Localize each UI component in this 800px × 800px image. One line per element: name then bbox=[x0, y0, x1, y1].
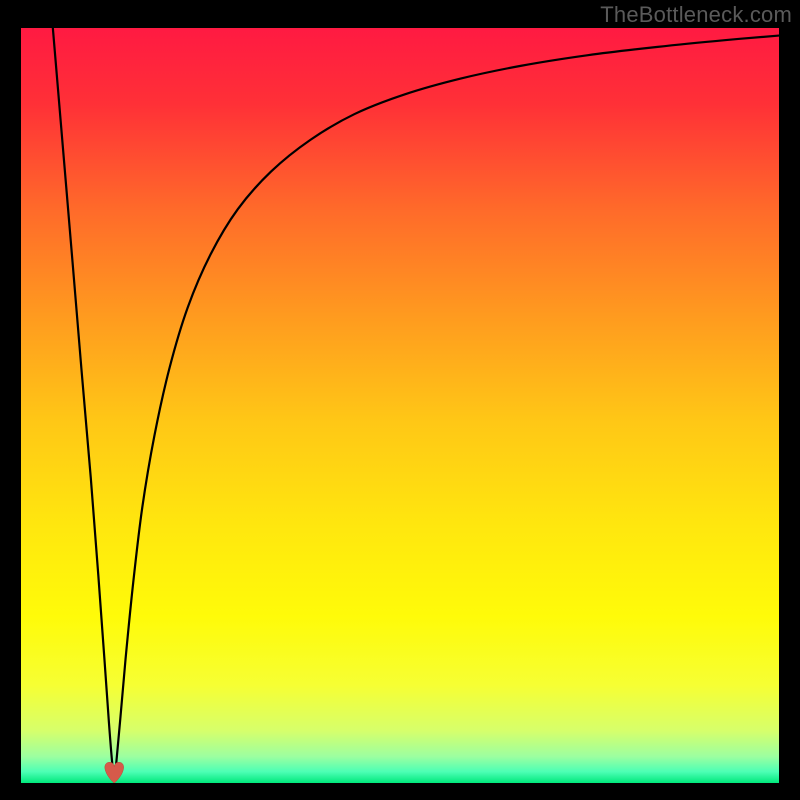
watermark-text: TheBottleneck.com bbox=[600, 2, 792, 28]
chart-svg bbox=[21, 28, 779, 783]
plot-area bbox=[21, 28, 779, 783]
outer-frame: TheBottleneck.com bbox=[0, 0, 800, 800]
gradient-background bbox=[21, 28, 779, 783]
